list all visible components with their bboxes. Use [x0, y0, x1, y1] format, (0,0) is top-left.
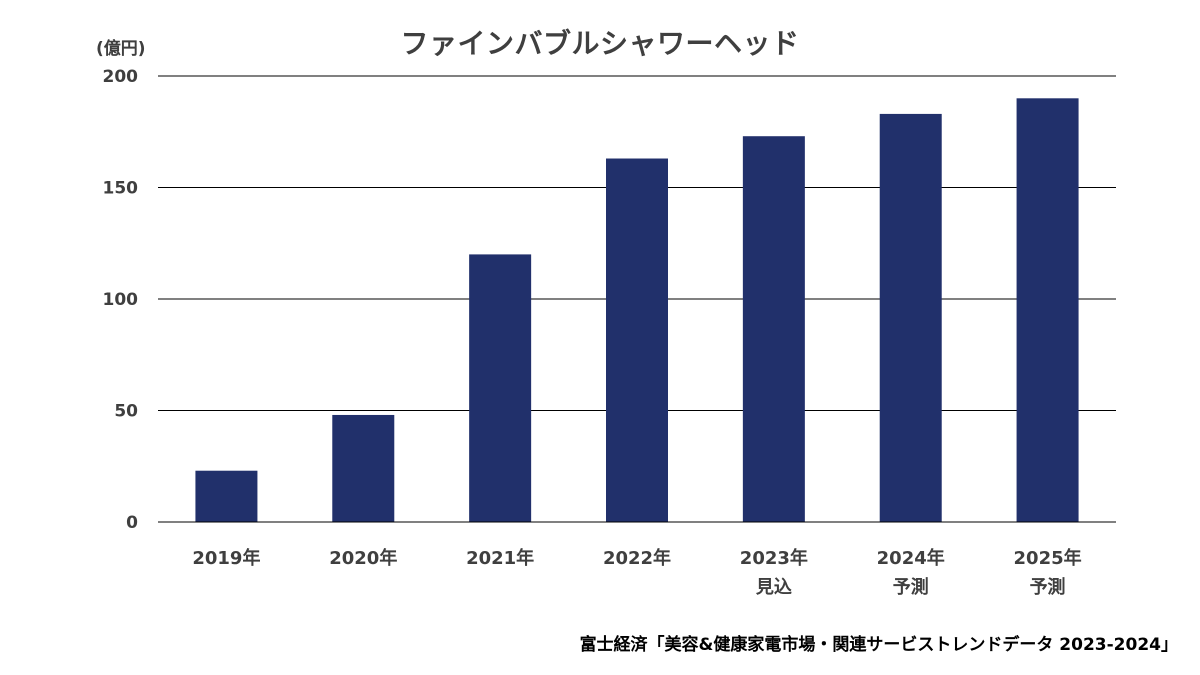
bars	[158, 98, 1116, 523]
bar-3	[606, 158, 668, 522]
y-tick-label: 0	[126, 513, 138, 533]
bar-6	[1016, 98, 1079, 523]
source-note: 富士経済「美容&健康家電市場・関連サービストレンドデータ 2023-2024」	[579, 635, 1178, 655]
x-category-label: 2020年	[329, 547, 397, 569]
x-category-label: 2022年	[603, 547, 671, 569]
y-axis-ticks: 0 50 100 150 200	[103, 67, 139, 533]
y-tick-label: 100	[103, 290, 139, 310]
x-category-label: 2019年	[192, 547, 260, 569]
x-category-label: 2023年	[740, 547, 808, 569]
y-tick-label: 50	[114, 402, 138, 422]
bar-0	[195, 470, 258, 522]
y-axis-unit-label: (億円)	[96, 39, 146, 59]
bar-5	[879, 113, 942, 522]
x-category-label: 2024年	[877, 547, 945, 569]
x-category-label: 予測	[893, 576, 929, 598]
bar-1	[332, 414, 395, 522]
x-category-label: 予測	[1030, 576, 1066, 598]
y-tick-label: 150	[103, 179, 139, 199]
bar-2	[469, 254, 532, 522]
x-category-label: 見込	[755, 577, 792, 598]
chart-title: ファインバブルシャワーヘッド	[400, 27, 800, 60]
x-category-label: 2025年	[1014, 547, 1082, 569]
y-tick-label: 200	[103, 67, 139, 87]
bar-4	[742, 136, 805, 522]
x-category-label: 2021年	[466, 547, 534, 569]
